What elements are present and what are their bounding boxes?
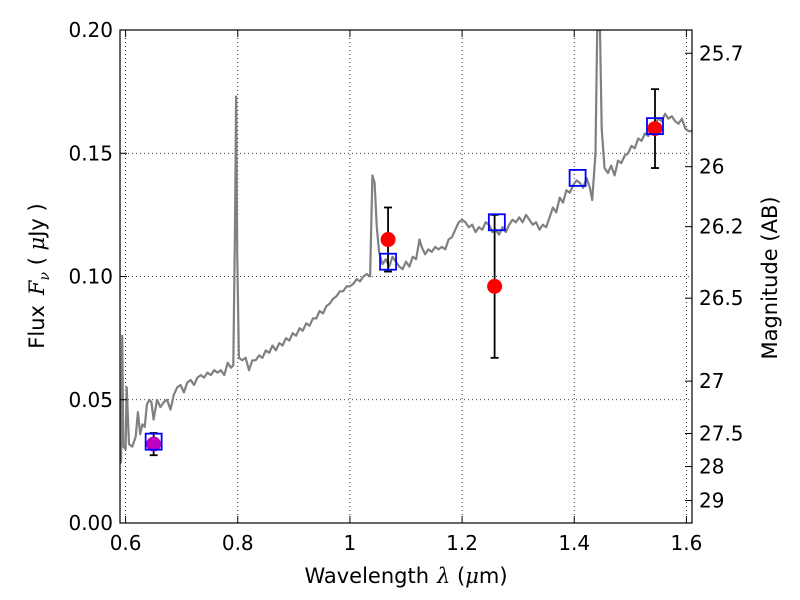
- magnitude-tick-label: 28: [699, 455, 724, 479]
- magnitude-tick-label: 26.2: [699, 215, 744, 239]
- y2-axis-title: Magnitude (AB): [758, 196, 782, 359]
- y-tick-label: 0.20: [68, 18, 113, 42]
- model-photometry-square: [568, 168, 587, 187]
- model-photometry-square: [487, 213, 506, 232]
- model-spectrum-line: [120, 30, 692, 465]
- x-axis-title: Wavelength λ (μm): [304, 564, 507, 588]
- data-layer: [120, 30, 692, 465]
- x-tick-label: 1.2: [446, 531, 478, 555]
- x-tick-label: 1.6: [670, 531, 702, 555]
- magnitude-tick-label: 26.5: [699, 286, 744, 310]
- magnitude-tick-label: 25.7: [699, 41, 744, 65]
- model-photometry-square: [379, 252, 397, 271]
- magnitude-tick-label: 27.5: [699, 421, 744, 445]
- x-tick-label: 1.4: [558, 531, 590, 555]
- model-photometry-square: [144, 432, 163, 451]
- x-tick-label: 0.8: [222, 531, 254, 555]
- magnitude-tick-label: 26: [699, 155, 724, 179]
- y-tick-label: 0.05: [68, 388, 113, 412]
- y-tick-label: 0.10: [68, 265, 113, 289]
- photometry-point: [647, 121, 663, 137]
- y-axis-title: FluxFν ( μJy ): [25, 203, 53, 348]
- magnitude-tick-label: 29: [699, 489, 724, 513]
- axis-ticks: 0.6 0.8 1 1.2 1.4 1.6 0.00 0.05 0.10 0.15 0.20 25.7…: [68, 18, 743, 555]
- x-tick-label: 1: [344, 531, 357, 555]
- magnitude-tick-label: 27: [699, 369, 724, 393]
- x-tick-label: 0.6: [110, 531, 142, 555]
- y-tick-label: 0.00: [68, 511, 113, 535]
- photometry-point: [380, 232, 396, 248]
- photometry-point: [146, 436, 162, 452]
- photometry-point: [487, 278, 503, 294]
- model-photometry-square: [646, 117, 664, 136]
- y-tick-label: 0.15: [68, 141, 113, 165]
